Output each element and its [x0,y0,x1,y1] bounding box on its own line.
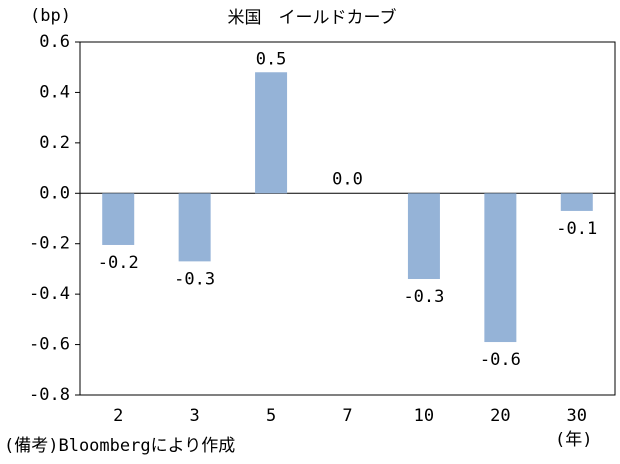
value-label: -0.2 [98,253,139,273]
y-tick-label: -0.6 [29,335,70,355]
x-tick-label: 10 [414,406,434,426]
bar [484,193,517,343]
y-tick-label: 0.4 [39,82,70,102]
y-tick-label: -0.4 [29,284,70,304]
x-tick-label: 7 [342,406,352,426]
chart-title: 米国 イールドカーブ [228,7,397,28]
value-label: -0.1 [556,219,597,239]
value-label: 0.5 [256,49,287,69]
bar [255,72,288,194]
bar [178,193,211,262]
x-tick-label: 20 [490,406,510,426]
plot-frame [79,41,616,396]
y-tick-label: 0.0 [39,183,70,203]
y-tick-label: 0.6 [39,32,70,52]
y-tick-label: 0.2 [39,133,70,153]
y-tick-label: -0.2 [29,234,70,254]
value-label: -0.6 [480,350,521,370]
note: (備考)Bloombergにより作成 [4,436,235,456]
x-tick-label: 2 [113,406,123,426]
y-unit: (bp) [30,6,71,26]
x-unit: (年) [555,430,592,450]
bar [407,193,440,280]
x-tick-label: 5 [266,406,276,426]
x-tick-label: 30 [567,406,587,426]
bar [102,193,135,245]
bar [560,193,593,211]
value-label: -0.3 [403,287,444,307]
y-tick-label: -0.8 [29,385,70,405]
value-label: -0.3 [174,269,215,289]
x-tick-label: 3 [190,406,200,426]
value-label: 0.0 [332,169,363,189]
